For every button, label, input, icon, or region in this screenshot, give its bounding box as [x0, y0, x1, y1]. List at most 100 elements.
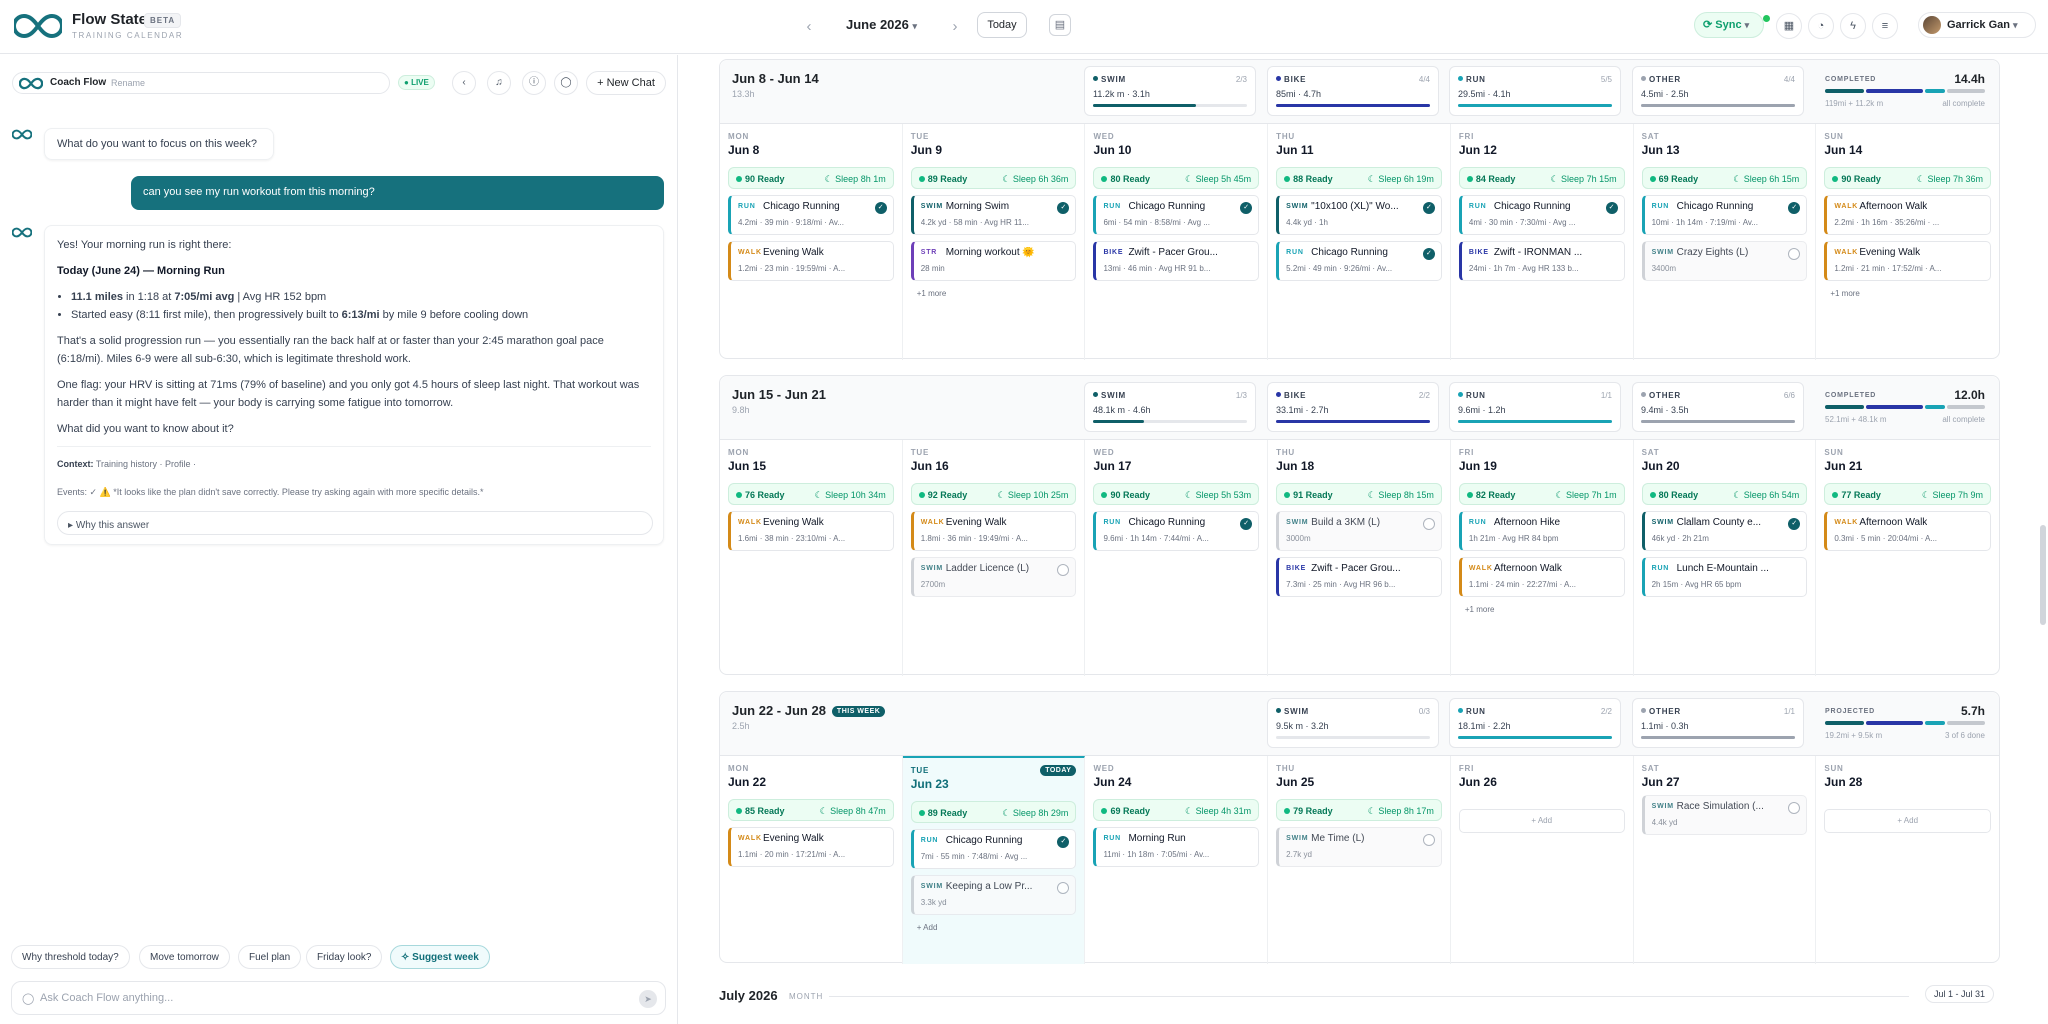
next-month-icon[interactable]: › — [952, 18, 958, 35]
workout-card[interactable]: SWIM Morning Swim 4.2k yd · 58 min · Avg… — [910, 195, 1077, 235]
suggestion-chip[interactable]: Why threshold today? — [11, 945, 130, 969]
month-range-badge[interactable]: Jul 1 - Jul 31 — [1925, 985, 1995, 1003]
day-cell[interactable]: SAT Jun 27 SWIM Race Simulation (... 4.4… — [1634, 756, 1817, 964]
user-menu[interactable]: Garrick Gan ▾ — [1918, 12, 2036, 38]
chat-bubble-icon[interactable]: ◯ — [554, 71, 578, 95]
day-cell[interactable]: WED Jun 24 69 Ready ☾ Sleep 4h 31m RUN Mo… — [1085, 756, 1269, 964]
workout-card[interactable]: SWIM "10x100 (XL)" Wo... 4.4k yd · 1h ✓ — [1276, 195, 1442, 235]
workout-card[interactable]: SWIM Clallam County e... 46k yd · 2h 21m… — [1641, 511, 1808, 551]
add-workout-link[interactable]: + Add — [916, 923, 938, 932]
day-cell[interactable]: FRI Jun 26 + Add — [1451, 756, 1634, 964]
suggestion-chip[interactable]: Move tomorrow — [139, 945, 230, 969]
workout-card[interactable]: WALK Evening Walk 1.2mi · 21 min · 17:52… — [1824, 241, 1992, 281]
workout-card[interactable]: SWIM Keeping a Low Pr... 3.3k yd — [910, 875, 1077, 915]
day-cell[interactable]: MON Jun 8 90 Ready ☾ Sleep 8h 1m RUN Chic… — [720, 124, 903, 360]
incomplete-circle-icon[interactable] — [1057, 882, 1070, 894]
day-cell[interactable]: WED Jun 17 90 Ready ☾ Sleep 5h 53m RUN Ch… — [1085, 440, 1269, 676]
day-cell[interactable]: SUN Jun 28 + Add — [1816, 756, 1999, 964]
workout-card[interactable]: WALK Afternoon Walk 1.1mi · 24 min · 22:… — [1458, 557, 1625, 597]
suggest-week-button[interactable]: ✧ Suggest week — [390, 945, 490, 969]
day-cell[interactable]: TUE Jun 9 89 Ready ☾ Sleep 6h 36m SWIM Mo… — [903, 124, 1086, 360]
add-workout-button[interactable]: + Add — [1824, 809, 1992, 833]
day-cell[interactable]: SAT Jun 13 69 Ready ☾ Sleep 6h 15m RUN Ch… — [1634, 124, 1817, 360]
incomplete-circle-icon[interactable] — [1788, 248, 1801, 260]
calendar-view-icon[interactable]: ▤ — [1049, 14, 1071, 36]
day-cell[interactable]: SUN Jun 21 77 Ready ☾ Sleep 7h 9m WALK Af… — [1816, 440, 1999, 676]
workout-card[interactable]: WALK Evening Walk 1.2mi · 23 min · 19:59… — [728, 241, 894, 281]
workout-card[interactable]: RUN Chicago Running 4mi · 30 min · 7:30/… — [1458, 195, 1625, 235]
completed-check-icon[interactable]: ✓ — [1057, 836, 1070, 848]
workout-card[interactable]: SWIM Me Time (L) 2.7k yd — [1276, 827, 1442, 867]
workout-card[interactable]: RUN Lunch E-Mountain ... 2h 15m · Avg HR… — [1641, 557, 1808, 597]
settings-sliders-icon[interactable]: ≡ — [1872, 13, 1898, 39]
incomplete-circle-icon[interactable] — [1788, 802, 1801, 814]
day-cell[interactable]: MON Jun 22 85 Ready ☾ Sleep 8h 47m WALK E… — [720, 756, 903, 964]
workout-card[interactable]: WALK Evening Walk 1.8mi · 36 min · 19:49… — [910, 511, 1077, 551]
new-chat-button[interactable]: + New Chat — [586, 71, 666, 95]
rename-link[interactable]: Rename — [111, 78, 146, 88]
today-button[interactable]: Today — [977, 12, 1027, 38]
workout-card[interactable]: SWIM Crazy Eights (L) 3400m — [1641, 241, 1808, 281]
day-cell[interactable]: TUE Jun 16 92 Ready ☾ Sleep 10h 25m WALK … — [903, 440, 1086, 676]
completed-check-icon[interactable]: ✓ — [1422, 248, 1435, 260]
chat-title-field[interactable]: Coach Flow Rename — [12, 72, 390, 94]
completed-check-icon[interactable]: ✓ — [1057, 202, 1070, 214]
day-cell[interactable]: TUE Jun 23 TODAY 89 Ready ☾ Sleep 8h 29m … — [902, 756, 1086, 964]
day-cell[interactable]: SUN Jun 14 90 Ready ☾ Sleep 7h 36m WALK A… — [1816, 124, 1999, 360]
completed-check-icon[interactable]: ✓ — [1240, 202, 1253, 214]
day-cell[interactable]: SAT Jun 20 80 Ready ☾ Sleep 6h 54m SWIM C… — [1634, 440, 1817, 676]
completed-check-icon[interactable]: ✓ — [1240, 518, 1253, 530]
suggestion-chip[interactable]: Fuel plan — [238, 945, 302, 969]
day-cell[interactable]: MON Jun 15 76 Ready ☾ Sleep 10h 34m WALK … — [720, 440, 903, 676]
workout-card[interactable]: WALK Afternoon Walk 2.2mi · 1h 16m · 35:… — [1824, 195, 1992, 235]
suggestion-chip[interactable]: Friday look? — [306, 945, 383, 969]
back-icon[interactable]: ‹ — [452, 71, 476, 95]
workout-card[interactable]: WALK Afternoon Walk 0.3mi · 5 min · 20:0… — [1824, 511, 1992, 551]
workout-card[interactable]: BIKE Zwift - Pacer Grou... 7.3mi · 25 mi… — [1276, 557, 1442, 597]
incomplete-circle-icon[interactable] — [1422, 834, 1435, 846]
shoe-icon[interactable]: ◔ — [1808, 13, 1834, 39]
completed-check-icon[interactable]: ✓ — [1788, 518, 1801, 530]
workout-card[interactable]: RUN Afternoon Hike 1h 21m · Avg HR 84 bp… — [1458, 511, 1625, 551]
prev-month-icon[interactable]: ‹ — [806, 18, 812, 35]
more-workouts-link[interactable]: +1 more — [1464, 605, 1495, 614]
workout-card[interactable]: RUN Chicago Running 7mi · 55 min · 7:48/… — [910, 829, 1077, 869]
month-selector[interactable]: June 2026 ▾ — [846, 17, 917, 32]
workout-card[interactable]: RUN Chicago Running 6mi · 54 min · 8:58/… — [1093, 195, 1260, 235]
why-this-answer-toggle[interactable]: ▸ Why this answer — [57, 511, 653, 535]
workout-card[interactable]: SWIM Race Simulation (... 4.4k yd — [1641, 795, 1808, 835]
add-workout-button[interactable]: + Add — [1458, 809, 1625, 833]
completed-check-icon[interactable]: ✓ — [874, 202, 887, 214]
workout-card[interactable]: WALK Evening Walk 1.1mi · 20 min · 17:21… — [728, 827, 894, 867]
more-workouts-link[interactable]: +1 more — [916, 289, 947, 298]
workout-card[interactable]: SWIM Build a 3KM (L) 3000m — [1276, 511, 1442, 551]
workout-card[interactable]: BIKE Zwift - Pacer Grou... 13mi · 46 min… — [1093, 241, 1260, 281]
chat-input[interactable]: ◯ Ask Coach Flow anything... ➤ — [11, 981, 666, 1015]
incomplete-circle-icon[interactable] — [1422, 518, 1435, 530]
workout-card[interactable]: RUN Chicago Running 10mi · 1h 14m · 7:19… — [1641, 195, 1808, 235]
completed-check-icon[interactable]: ✓ — [1605, 202, 1618, 214]
day-cell[interactable]: THU Jun 25 79 Ready ☾ Sleep 8h 17m SWIM M… — [1268, 756, 1451, 964]
day-cell[interactable]: THU Jun 18 91 Ready ☾ Sleep 8h 15m SWIM B… — [1268, 440, 1451, 676]
day-cell[interactable]: FRI Jun 12 84 Ready ☾ Sleep 7h 15m RUN Ch… — [1451, 124, 1634, 360]
send-icon[interactable]: ➤ — [639, 990, 657, 1008]
completed-check-icon[interactable]: ✓ — [1422, 202, 1435, 214]
bell-icon[interactable]: ♫ — [487, 71, 511, 95]
calendar-icon[interactable]: ▦ — [1776, 13, 1802, 39]
workout-card[interactable]: RUN Chicago Running 5.2mi · 49 min · 9:2… — [1276, 241, 1442, 281]
sync-button[interactable]: ⟳ Sync ▾ — [1694, 12, 1764, 38]
incomplete-circle-icon[interactable] — [1057, 564, 1070, 576]
workout-card[interactable]: RUN Chicago Running 4.2mi · 39 min · 9:1… — [728, 195, 894, 235]
more-workouts-link[interactable]: +1 more — [1830, 289, 1860, 298]
workout-card[interactable]: RUN Morning Run 11mi · 1h 18m · 7:05/mi … — [1093, 827, 1260, 867]
workout-card[interactable]: RUN Chicago Running 9.6mi · 1h 14m · 7:4… — [1093, 511, 1260, 551]
workout-card[interactable]: BIKE Zwift - IRONMAN ... 24mi · 1h 7m · … — [1458, 241, 1625, 281]
day-cell[interactable]: FRI Jun 19 82 Ready ☾ Sleep 7h 1m RUN Aft… — [1451, 440, 1634, 676]
info-icon[interactable]: ⓘ — [522, 71, 546, 95]
workout-card[interactable]: STR Morning workout 🌞 28 min — [910, 241, 1077, 281]
calendar-scrollbar[interactable] — [2040, 525, 2046, 625]
completed-check-icon[interactable]: ✓ — [1788, 202, 1801, 214]
workout-card[interactable]: WALK Evening Walk 1.6mi · 38 min · 23:10… — [728, 511, 894, 551]
day-cell[interactable]: WED Jun 10 80 Ready ☾ Sleep 5h 45m RUN Ch… — [1085, 124, 1269, 360]
workout-card[interactable]: SWIM Ladder Licence (L) 2700m — [910, 557, 1077, 597]
